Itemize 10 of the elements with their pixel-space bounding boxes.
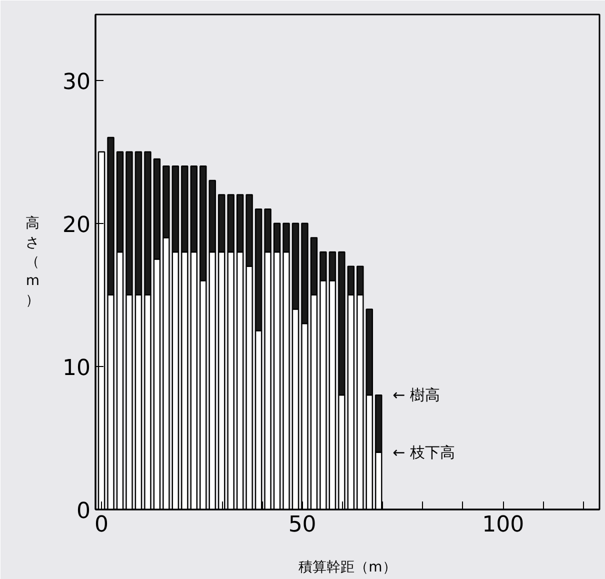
x-tick-label: 100: [482, 512, 524, 538]
y-axis-title: 高さ（m）: [26, 216, 40, 308]
y-tick-label: 20: [62, 212, 91, 238]
x-axis-title: 積算幹距（m）: [298, 560, 396, 576]
x-tick-label: 0: [94, 512, 109, 538]
annotation: ← 枝下高: [392, 443, 455, 462]
annotation: ← 樹高: [392, 386, 440, 404]
x-tick-label: 50: [288, 512, 316, 538]
y-tick-label: 30: [62, 70, 91, 95]
y-tick-label: 10: [62, 356, 91, 381]
